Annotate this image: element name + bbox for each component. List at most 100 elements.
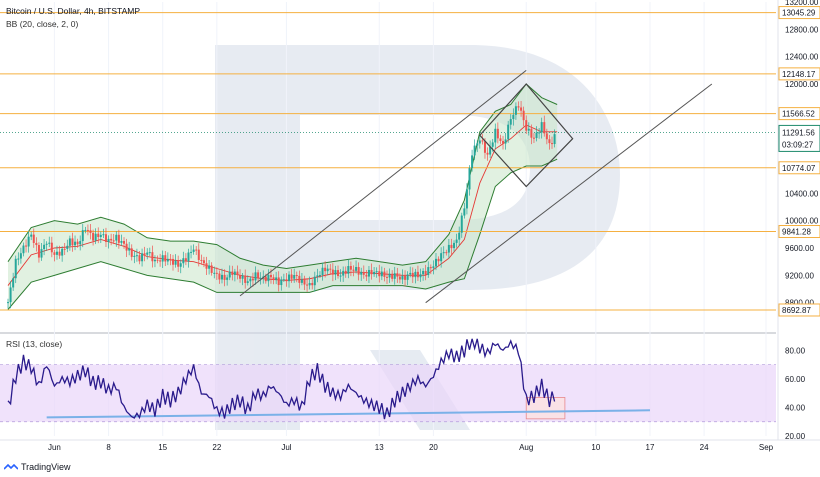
candle-body xyxy=(290,274,293,279)
level-tag xyxy=(778,303,820,317)
candle-body xyxy=(386,276,388,278)
candle-body xyxy=(453,242,456,249)
candle-body xyxy=(43,244,46,250)
candle-body xyxy=(373,271,376,275)
level-tag xyxy=(778,161,820,175)
candle-body xyxy=(411,272,414,278)
candle-body xyxy=(208,265,211,269)
candle-body xyxy=(220,274,223,280)
candle-body xyxy=(517,106,520,108)
candle-body xyxy=(210,265,213,273)
candle-body xyxy=(527,128,530,131)
candle-body xyxy=(339,275,342,277)
candle-body xyxy=(504,139,507,144)
candle-body xyxy=(532,137,535,139)
candle-body xyxy=(254,272,257,281)
candle-body xyxy=(84,229,87,231)
candle-body xyxy=(483,141,486,153)
candle-body xyxy=(133,255,136,257)
candle-body xyxy=(285,279,288,282)
candle-body xyxy=(391,273,394,279)
candle-body xyxy=(282,279,285,281)
candle-body xyxy=(37,245,40,258)
candle-body xyxy=(156,259,159,261)
candle-body xyxy=(68,238,71,246)
candle-body xyxy=(520,107,523,111)
channel-lower-line xyxy=(425,83,713,304)
rsi-tick-label: 60.00 xyxy=(785,375,806,384)
candle-body xyxy=(298,275,301,283)
candle-body xyxy=(362,271,365,275)
current-price-tag xyxy=(778,124,820,152)
candle-body xyxy=(447,244,450,253)
candle-body xyxy=(239,275,242,279)
level-tag xyxy=(778,107,820,121)
candle-body xyxy=(55,251,58,255)
candle-body xyxy=(396,273,399,277)
price-tick-label: 8800.00 xyxy=(785,299,814,308)
candle-body xyxy=(166,258,169,262)
candle-body xyxy=(172,258,175,265)
candle-body xyxy=(148,252,151,254)
candle-body xyxy=(342,270,345,276)
candle-body xyxy=(393,273,396,279)
candle-body xyxy=(107,238,110,242)
rsi-tick-label: 80.00 xyxy=(785,346,806,355)
candle-body xyxy=(251,278,254,281)
candle-body xyxy=(99,234,102,238)
candle-body xyxy=(275,277,278,281)
tradingview-text: TradingView xyxy=(21,462,71,472)
candle-body xyxy=(349,266,352,270)
current-price-label: 11291.56 xyxy=(782,128,815,137)
candle-body xyxy=(138,255,141,262)
time-tick-label: 22 xyxy=(212,443,221,452)
candle-body xyxy=(130,248,133,257)
price-tick-label: 9200.00 xyxy=(785,271,814,280)
candle-body xyxy=(499,138,502,141)
candle-body xyxy=(89,230,92,233)
candle-body xyxy=(125,243,128,251)
candle-body xyxy=(478,140,481,144)
candle-body xyxy=(401,275,404,280)
candle-body xyxy=(272,277,275,281)
candle-body xyxy=(404,275,407,280)
tradingview-logo[interactable]: TradingView xyxy=(4,462,71,472)
candle-body xyxy=(135,255,138,257)
candle-body xyxy=(512,114,515,120)
candle-body xyxy=(324,267,327,272)
bollinger-indicator-label[interactable]: BB (20, close, 2, 0) xyxy=(6,19,79,29)
price-tick-label: 12400.00 xyxy=(785,53,819,62)
time-tick-label: Jul xyxy=(281,443,291,452)
rsi-indicator-label[interactable]: RSI (13, close) xyxy=(6,339,63,349)
candle-body xyxy=(334,270,337,275)
candle-body xyxy=(507,124,510,140)
candle-body xyxy=(9,287,12,303)
candle-body xyxy=(409,272,412,275)
candle-body xyxy=(496,128,499,139)
candle-body xyxy=(184,258,187,262)
candle-body xyxy=(331,269,334,275)
candle-body xyxy=(442,252,445,254)
candle-body xyxy=(12,278,15,288)
candle-body xyxy=(40,249,43,258)
candle-body xyxy=(378,271,381,277)
candle-body xyxy=(321,267,324,276)
candle-body xyxy=(50,242,53,253)
candle-body xyxy=(161,255,164,262)
candle-body xyxy=(422,270,425,275)
candle-body xyxy=(197,249,200,260)
candle-body xyxy=(269,274,272,278)
candle-body xyxy=(465,189,468,209)
candles xyxy=(7,101,556,309)
price-tick-label: 12000.00 xyxy=(785,80,819,89)
candle-body xyxy=(491,142,494,147)
candle-body xyxy=(223,274,226,280)
candle-body xyxy=(32,234,35,243)
candle-body xyxy=(164,255,167,262)
candle-body xyxy=(25,245,28,247)
price-tick-label: 10000.00 xyxy=(785,217,819,226)
candle-body xyxy=(58,251,61,256)
candle-body xyxy=(200,259,203,261)
candle-body xyxy=(360,271,363,275)
candle-body xyxy=(347,266,350,274)
